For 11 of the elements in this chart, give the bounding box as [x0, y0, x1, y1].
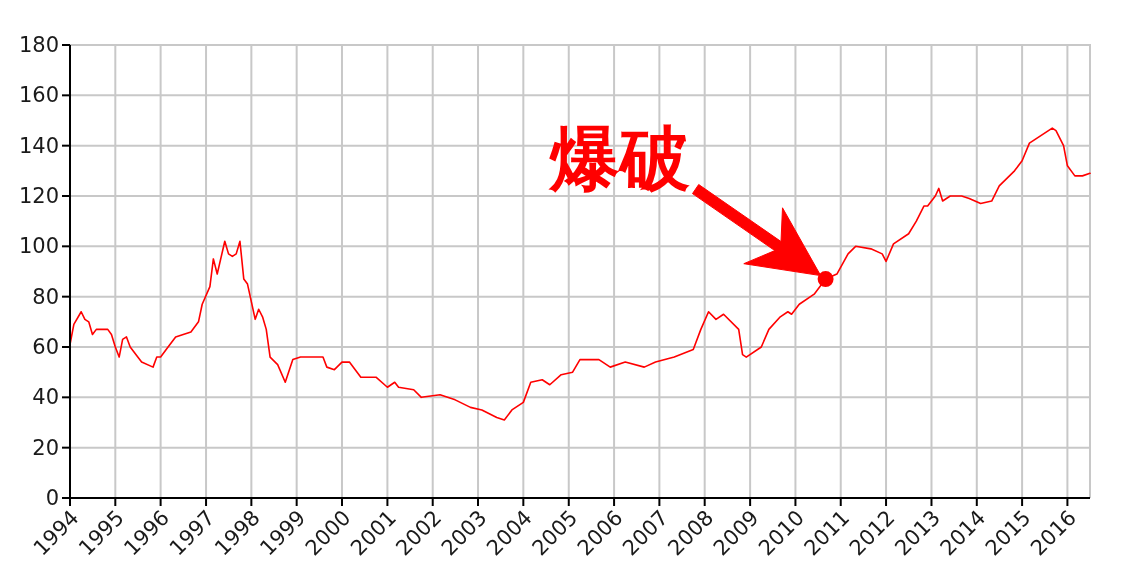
y-tick-label: 20 — [32, 435, 59, 460]
y-tick-label: 40 — [32, 385, 59, 410]
y-tick-label: 0 — [45, 486, 59, 510]
y-tick-label: 180 — [18, 33, 59, 57]
y-tick-label: 100 — [18, 234, 59, 259]
y-tick-label: 120 — [18, 184, 59, 208]
annotation: 爆破 — [547, 118, 690, 201]
y-tick-label: 140 — [18, 133, 59, 158]
y-tick-label: 160 — [18, 83, 59, 108]
y-tick-label: 60 — [32, 335, 59, 359]
y-tick-label: 80 — [32, 284, 59, 309]
